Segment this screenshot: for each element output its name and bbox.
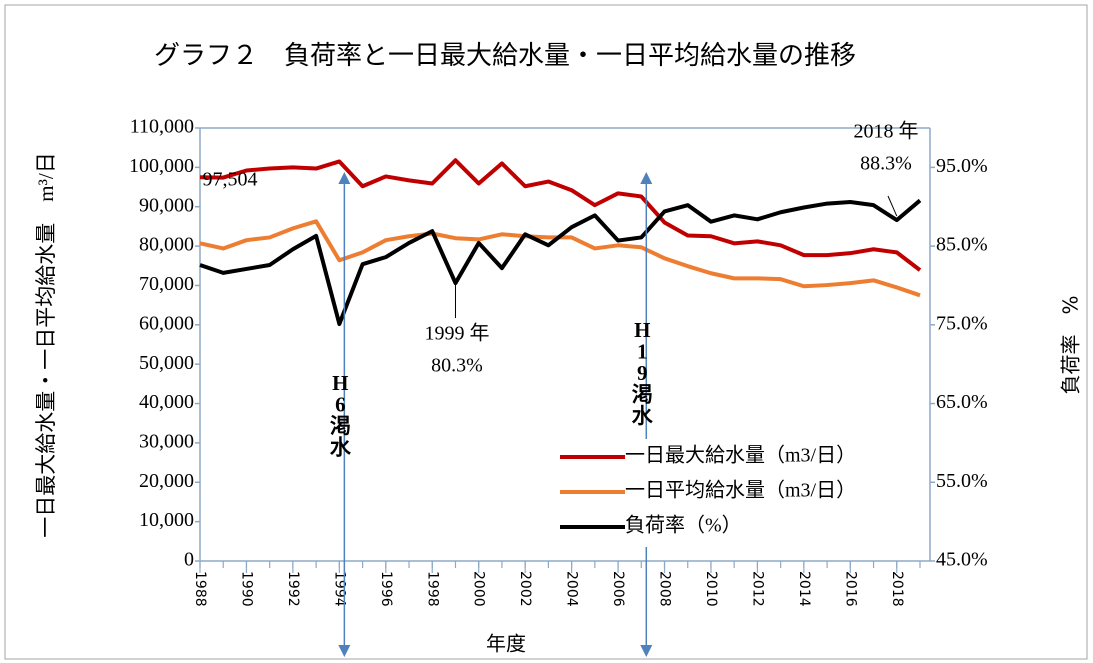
y2-tick-label: 95.0%	[936, 155, 988, 177]
x-tick-label: 2018	[889, 571, 905, 607]
x-tick-label: 1998	[424, 571, 440, 607]
x-tick-label: 1988	[192, 571, 208, 607]
y-tick-label: 70,000	[139, 273, 194, 295]
event-label: H	[332, 371, 348, 395]
event-label: 1	[637, 339, 648, 363]
x-tick-label: 2002	[517, 571, 533, 607]
x-tick-label: 2008	[657, 571, 673, 607]
x-tick-label: 2014	[796, 571, 812, 607]
event-label: 渇	[632, 382, 653, 406]
y-tick-label: 20,000	[139, 470, 194, 492]
annotation: 2018 年	[854, 120, 919, 143]
series-line	[199, 158, 922, 272]
y2-tick-label: 45.0%	[936, 549, 988, 571]
arrow-head	[338, 645, 351, 657]
event-label: 水	[632, 404, 654, 428]
x-axis-title: 年度	[486, 632, 526, 656]
y-tick-label: 50,000	[139, 352, 194, 374]
y-tick-label: 80,000	[139, 234, 194, 256]
x-tick-label: 1994	[331, 571, 347, 607]
x-tick-label: 2000	[471, 571, 487, 607]
legend-label: 負荷率（%）	[625, 514, 742, 537]
y-tick-label: 0	[184, 549, 194, 571]
arrow-head	[640, 172, 653, 184]
y2-tick-label: 75.0%	[936, 312, 988, 334]
x-tick-label: 2016	[842, 571, 858, 607]
arrow-head	[338, 172, 351, 184]
chart-title: グラフ２ 負荷率と一日最大給水量・一日平均給水量の推移	[154, 41, 856, 70]
x-tick-label: 1996	[378, 571, 394, 607]
x-tick-label: 2004	[564, 571, 580, 607]
y-axis-title: 一日最大給水量・一日平均給水量 m³/日	[34, 152, 58, 537]
event-label: 水	[330, 435, 352, 459]
event-label: 9	[637, 361, 648, 385]
annotation: 80.3%	[431, 355, 483, 377]
y-tick-label: 100,000	[129, 155, 194, 177]
event-label: 渇	[330, 414, 351, 438]
y2-tick-label: 55.0%	[936, 470, 988, 492]
x-tick-label: 1990	[238, 571, 254, 607]
y-tick-label: 90,000	[139, 194, 194, 216]
y2-tick-label: 65.0%	[936, 391, 988, 413]
y-tick-label: 10,000	[139, 509, 194, 531]
y-tick-label: 110,000	[130, 116, 194, 138]
annotation: 1999 年	[425, 322, 490, 345]
y2-tick-label: 85.0%	[936, 234, 988, 256]
y-tick-label: 40,000	[139, 391, 194, 413]
annotation: 88.3%	[860, 153, 912, 175]
x-tick-label: 2012	[749, 571, 765, 607]
y-tick-label: 60,000	[139, 312, 194, 334]
series-line	[199, 198, 922, 327]
x-tick-label: 1992	[285, 571, 301, 607]
event-label: 6	[335, 392, 346, 416]
x-tick-label: 2010	[703, 571, 719, 607]
y2-axis-title: 負荷率 %	[1059, 295, 1083, 394]
event-label: H	[634, 318, 650, 342]
leader-line	[887, 195, 898, 217]
x-tick-label: 2006	[610, 571, 626, 607]
annotation: 97,504	[203, 169, 258, 191]
chart-border	[4, 4, 1088, 660]
legend-label: 一日平均給水量（m3/日）	[625, 479, 856, 502]
legend-label: 一日最大給水量（m3/日）	[625, 444, 856, 467]
y-tick-label: 30,000	[139, 431, 194, 453]
arrow-head	[640, 645, 653, 657]
